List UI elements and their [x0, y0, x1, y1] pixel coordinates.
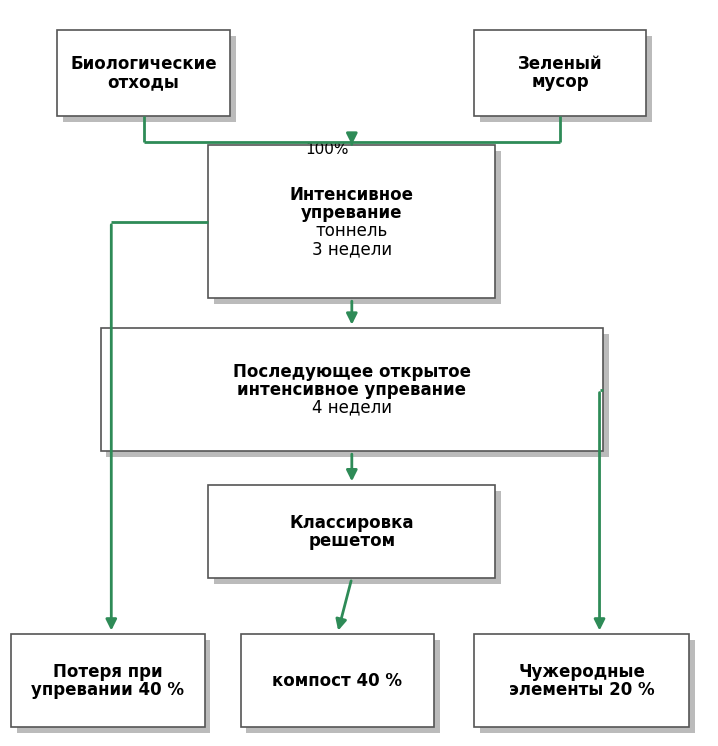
- FancyBboxPatch shape: [241, 634, 434, 727]
- FancyBboxPatch shape: [474, 634, 689, 727]
- FancyBboxPatch shape: [11, 634, 205, 727]
- FancyBboxPatch shape: [480, 640, 695, 733]
- FancyBboxPatch shape: [101, 328, 603, 451]
- Text: компост 40 %: компост 40 %: [272, 671, 403, 690]
- FancyBboxPatch shape: [17, 640, 210, 733]
- Text: 3 недели: 3 недели: [312, 240, 392, 258]
- Text: тоннель: тоннель: [316, 222, 388, 240]
- Text: решетом: решетом: [308, 531, 396, 550]
- Text: Классировка: Классировка: [289, 513, 414, 531]
- FancyBboxPatch shape: [214, 491, 501, 584]
- FancyBboxPatch shape: [208, 145, 495, 298]
- FancyBboxPatch shape: [480, 36, 652, 122]
- FancyBboxPatch shape: [57, 30, 230, 116]
- Text: отходы: отходы: [108, 73, 180, 91]
- FancyBboxPatch shape: [106, 334, 609, 457]
- Text: упревании 40 %: упревании 40 %: [31, 680, 185, 699]
- Text: интенсивное упревание: интенсивное упревание: [238, 380, 466, 399]
- Text: Зеленый: Зеленый: [518, 54, 602, 73]
- Text: упревание: упревание: [301, 204, 403, 222]
- Text: Интенсивное: Интенсивное: [290, 186, 414, 204]
- Text: Потеря при: Потеря при: [53, 662, 162, 680]
- Text: Чужеродные: Чужеродные: [518, 662, 645, 680]
- FancyBboxPatch shape: [246, 640, 440, 733]
- FancyBboxPatch shape: [63, 36, 236, 122]
- FancyBboxPatch shape: [214, 151, 501, 304]
- FancyBboxPatch shape: [208, 485, 495, 578]
- Text: Биологические: Биологические: [70, 54, 217, 73]
- Text: элементы 20 %: элементы 20 %: [509, 680, 654, 699]
- Text: 100%: 100%: [305, 142, 348, 157]
- FancyBboxPatch shape: [474, 30, 646, 116]
- Text: 4 недели: 4 недели: [312, 399, 392, 417]
- Text: мусор: мусор: [531, 73, 589, 91]
- Text: Последующее открытое: Последующее открытое: [233, 363, 471, 380]
